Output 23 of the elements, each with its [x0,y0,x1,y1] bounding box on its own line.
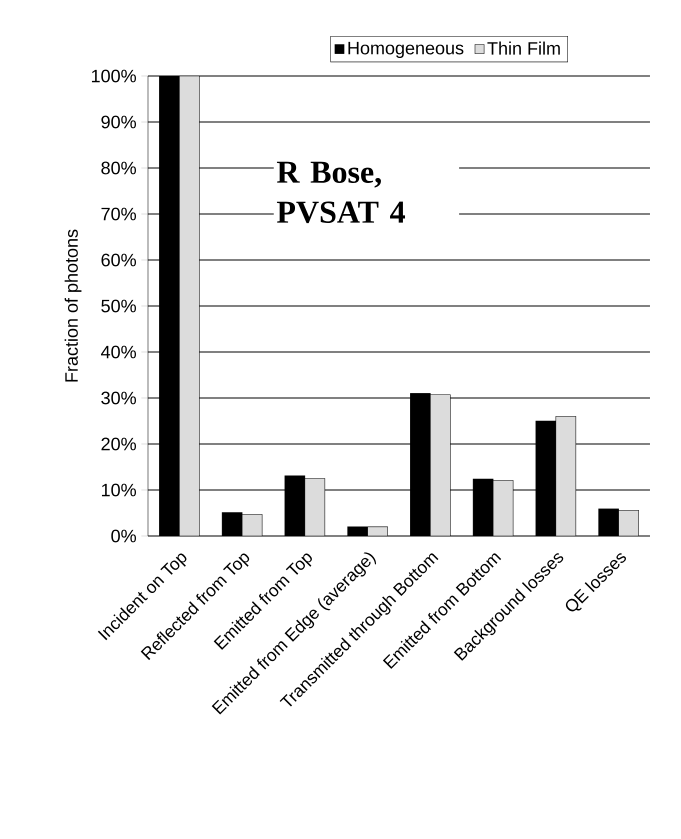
y-tick-label: 20% [101,438,136,450]
annotation: R Bose, PVSAT 4 [276,162,406,224]
y-tick-label: 100% [92,70,136,82]
bar [430,394,450,536]
bar [242,514,262,536]
y-tick-label: 90% [101,116,136,128]
bar [368,526,388,536]
y-tick-label: 50% [101,300,136,312]
y-tick-label: 30% [101,392,136,404]
legend-label: Thin Film [487,42,560,55]
y-tick-label: 60% [102,254,136,266]
y-tick-label: 40% [101,346,136,358]
y-tick-label: 0% [111,530,136,542]
y-axis-title: Fraction of photons [64,230,82,382]
bar [179,76,200,536]
y-tick-label: 10% [102,484,136,496]
bar [304,478,325,536]
y-tick-label: 80% [101,162,136,174]
legend-label: Homogeneous [348,42,464,58]
bar [493,480,514,536]
bar [556,416,576,536]
bar [618,510,639,536]
y-tick-label: 70% [102,208,136,220]
